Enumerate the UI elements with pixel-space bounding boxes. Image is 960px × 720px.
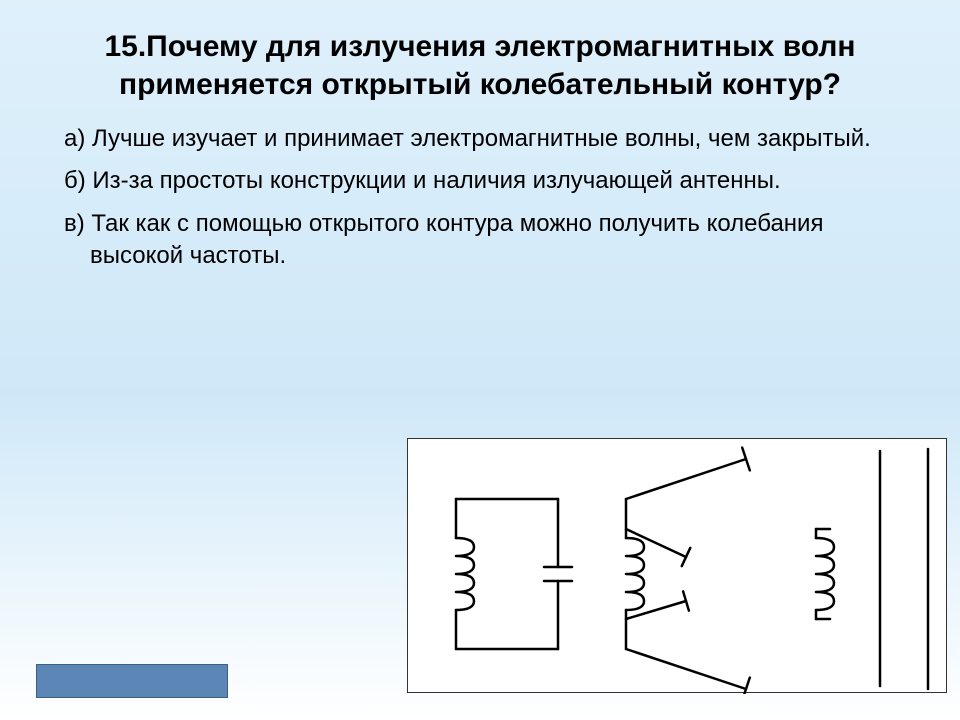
slide: 15.Почему для излучения электромагнитных…: [0, 0, 960, 720]
footer-bar: [36, 664, 228, 698]
options-block: а) Лучше изучает и принимает электромагн…: [0, 113, 960, 273]
circuit-diagram: [407, 438, 947, 693]
option-b: б) Из-за простоты конструкции и наличия …: [40, 165, 920, 197]
option-a: а) Лучше изучает и принимает электромагн…: [40, 123, 920, 155]
slide-title: 15.Почему для излучения электромагнитных…: [0, 0, 960, 113]
option-c: в) Так как с помощью открытого контура м…: [40, 208, 920, 273]
